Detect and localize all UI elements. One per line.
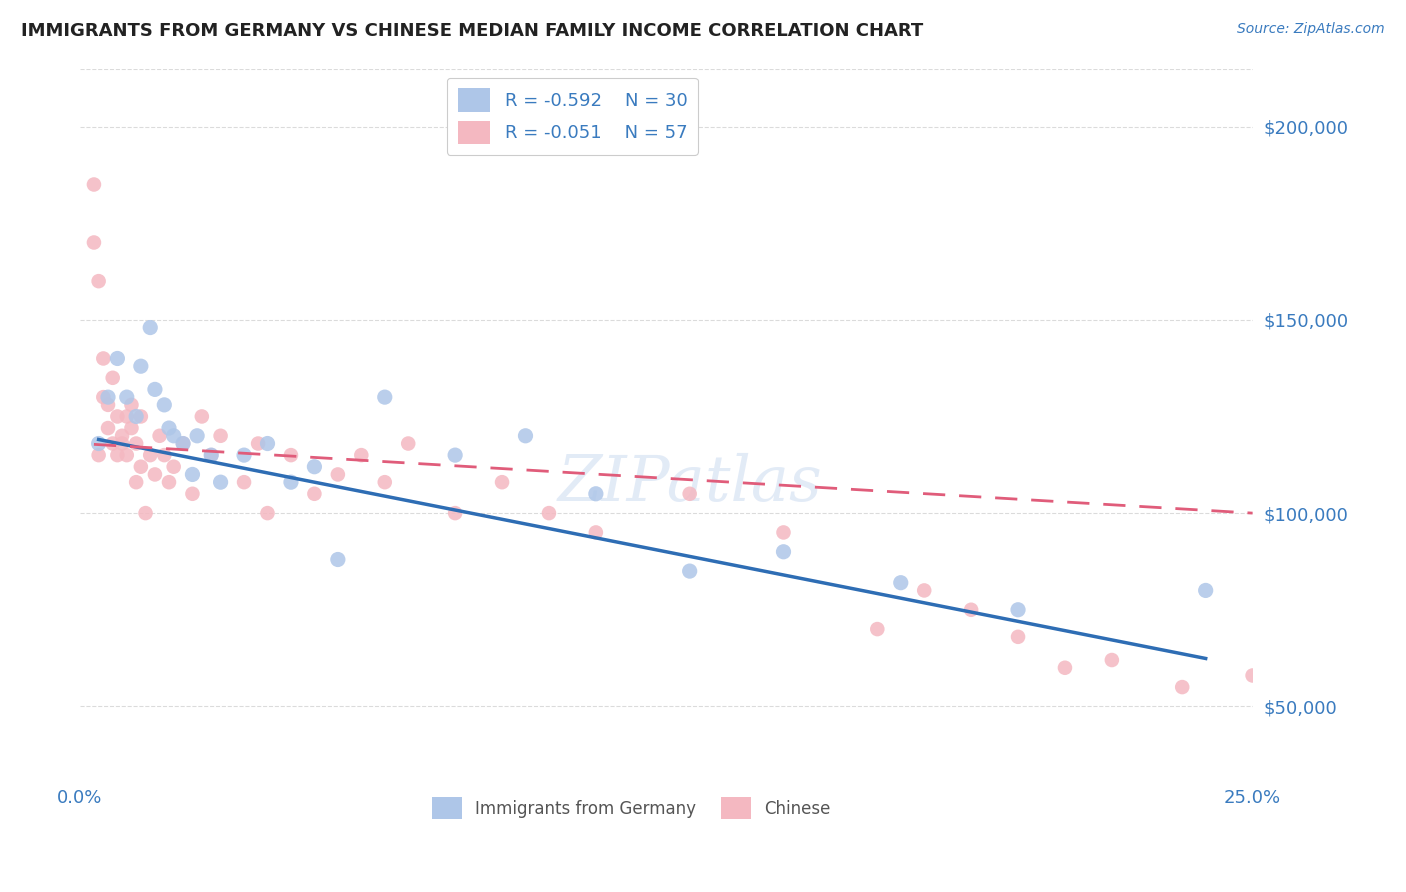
Point [1241, 668, 1264, 682]
Point [200, 448, 222, 462]
Point [139, 320, 162, 334]
Point [181, 487, 204, 501]
Point [101, 436, 124, 450]
Point [1007, 630, 1029, 644]
Point [125, 475, 148, 490]
Point [129, 409, 152, 424]
Point [233, 448, 256, 462]
Point [172, 436, 194, 450]
Point [163, 429, 186, 443]
Point [200, 448, 222, 462]
Point [87, 274, 110, 288]
Point [912, 583, 935, 598]
Point [374, 475, 396, 490]
Point [83, 235, 105, 250]
Point [326, 552, 349, 566]
Point [91, 351, 114, 366]
Point [1101, 653, 1123, 667]
Point [186, 429, 208, 443]
Point [97, 390, 120, 404]
Point [866, 622, 889, 636]
Point [491, 475, 513, 490]
Point [115, 409, 138, 424]
Point [679, 487, 702, 501]
Point [1195, 583, 1218, 598]
Point [890, 575, 912, 590]
Point [304, 459, 326, 474]
Point [105, 448, 128, 462]
Point [172, 436, 194, 450]
Point [537, 506, 560, 520]
Point [396, 436, 419, 450]
Point [101, 371, 124, 385]
Point [256, 506, 278, 520]
Point [1171, 680, 1194, 694]
Point [247, 436, 270, 450]
Point [83, 178, 105, 192]
Point [91, 390, 114, 404]
Point [115, 390, 138, 404]
Point [209, 429, 232, 443]
Point [163, 459, 186, 474]
Text: IMMIGRANTS FROM GERMANY VS CHINESE MEDIAN FAMILY INCOME CORRELATION CHART: IMMIGRANTS FROM GERMANY VS CHINESE MEDIA… [21, 22, 924, 40]
Point [1007, 603, 1029, 617]
Point [135, 506, 157, 520]
Point [129, 359, 152, 374]
Legend: Immigrants from Germany, Chinese: Immigrants from Germany, Chinese [425, 790, 837, 825]
Point [181, 467, 204, 482]
Point [256, 436, 278, 450]
Point [125, 409, 148, 424]
Point [444, 506, 467, 520]
Point [157, 475, 180, 490]
Point [233, 475, 256, 490]
Point [191, 409, 214, 424]
Point [679, 564, 702, 578]
Point [374, 390, 396, 404]
Text: ZIPatlas: ZIPatlas [557, 452, 823, 514]
Point [139, 448, 162, 462]
Point [129, 459, 152, 474]
Point [97, 398, 120, 412]
Point [111, 429, 134, 443]
Point [585, 525, 607, 540]
Point [444, 448, 467, 462]
Point [515, 429, 537, 443]
Point [326, 467, 349, 482]
Point [105, 351, 128, 366]
Point [105, 409, 128, 424]
Text: Source: ZipAtlas.com: Source: ZipAtlas.com [1237, 22, 1385, 37]
Point [115, 448, 138, 462]
Point [585, 487, 607, 501]
Point [153, 398, 176, 412]
Point [97, 421, 120, 435]
Point [960, 603, 983, 617]
Point [772, 545, 794, 559]
Point [121, 398, 143, 412]
Point [121, 421, 143, 435]
Point [125, 436, 148, 450]
Point [280, 475, 302, 490]
Point [143, 467, 166, 482]
Point [157, 421, 180, 435]
Point [153, 448, 176, 462]
Point [87, 448, 110, 462]
Point [772, 525, 794, 540]
Point [149, 429, 172, 443]
Point [280, 448, 302, 462]
Point [209, 475, 232, 490]
Point [304, 487, 326, 501]
Point [1053, 661, 1076, 675]
Point [350, 448, 373, 462]
Point [87, 436, 110, 450]
Point [143, 383, 166, 397]
Point [111, 436, 134, 450]
